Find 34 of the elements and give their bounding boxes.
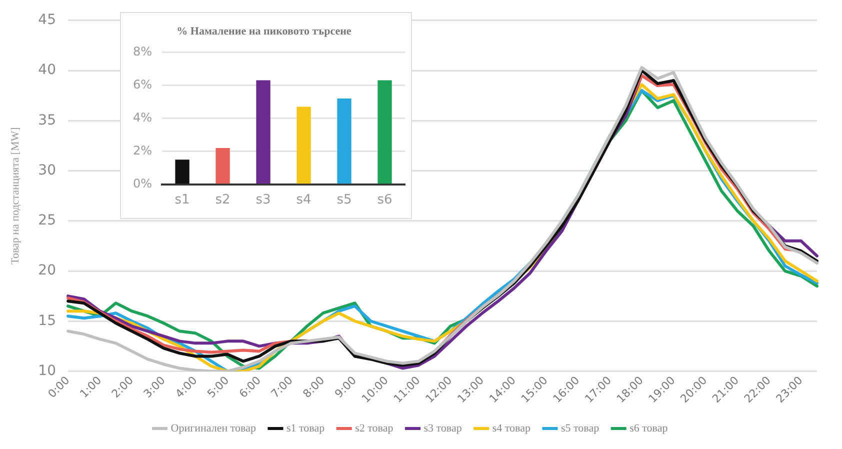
y-tick-label: 45 bbox=[38, 12, 56, 28]
y-axis-title: Товар на подстанцията [MW] bbox=[9, 127, 22, 264]
y-tick-label: 8% bbox=[132, 44, 152, 58]
x-tick-label: s2 bbox=[215, 192, 230, 208]
y-tick-label: 4% bbox=[132, 110, 152, 124]
legend-label: s6 товар bbox=[630, 422, 668, 434]
y-tick-label: 10 bbox=[38, 362, 56, 379]
y-tick-label: 35 bbox=[38, 112, 56, 128]
y-tick-label: 20 bbox=[38, 262, 56, 279]
x-tick-label: s5 bbox=[336, 192, 352, 208]
y-tick-label: 2% bbox=[132, 143, 152, 158]
bar bbox=[256, 80, 270, 184]
x-tick-label: s6 bbox=[377, 192, 392, 208]
y-tick-label: 25 bbox=[38, 212, 56, 229]
x-tick-label: s3 bbox=[256, 192, 271, 208]
legend-label: s2 товар bbox=[355, 422, 394, 434]
bar bbox=[296, 106, 311, 184]
legend-label: s5 товар bbox=[560, 422, 600, 434]
bar bbox=[337, 98, 352, 184]
bar bbox=[378, 80, 392, 184]
y-tick-label: 30 bbox=[38, 162, 56, 178]
y-tick-label: 40 bbox=[38, 62, 56, 78]
chart-title: % Намаление на пиковото търсене bbox=[176, 25, 352, 38]
bar bbox=[175, 160, 190, 184]
x-tick-label: s4 bbox=[296, 192, 312, 208]
legend-label: s4 товар bbox=[492, 422, 531, 434]
y-tick-label: 15 bbox=[38, 312, 56, 329]
y-tick-label: 0% bbox=[132, 176, 152, 191]
legend-label: s3 товар bbox=[424, 422, 462, 434]
y-tick-label: 6% bbox=[132, 77, 152, 92]
legend-label: Оригинален товар bbox=[170, 422, 256, 434]
x-tick-label: s1 bbox=[174, 192, 190, 208]
legend-label: s1 товар bbox=[286, 422, 326, 434]
bar bbox=[216, 148, 230, 184]
